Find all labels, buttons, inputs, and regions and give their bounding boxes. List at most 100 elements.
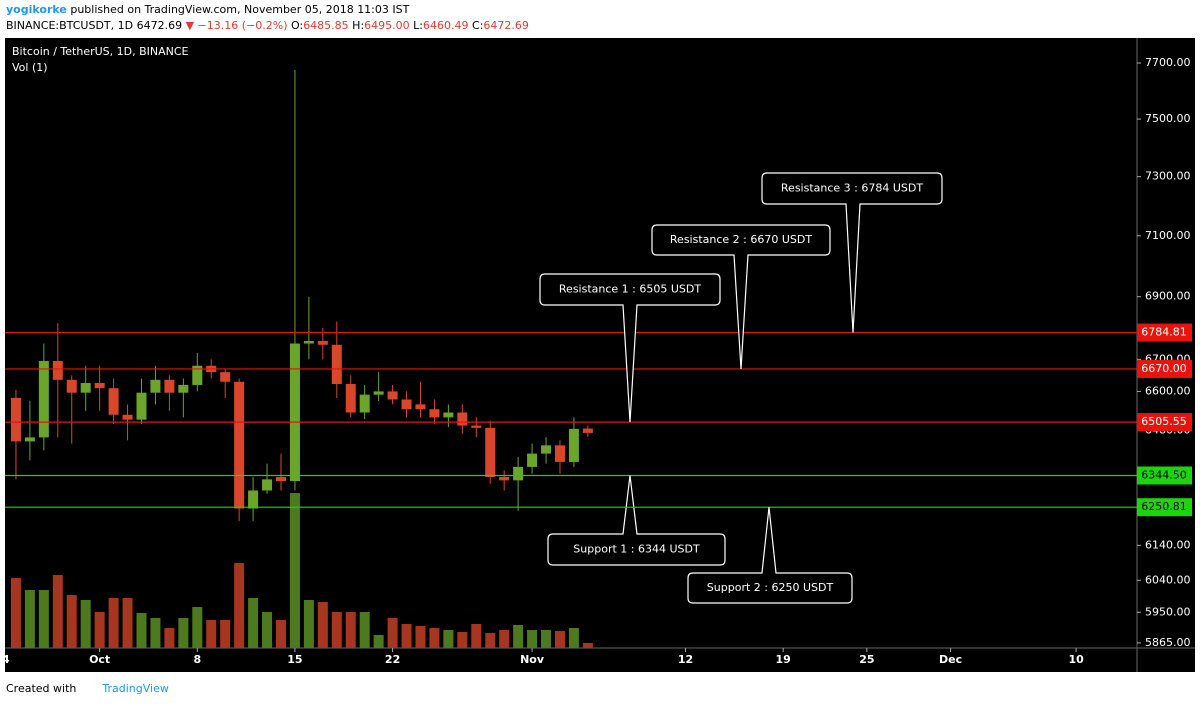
callout	[651, 224, 831, 369]
price-tag-label: 6250.81	[1141, 500, 1187, 513]
x-axis: 24 Oct 8 15 22 Nov 12 19 25 Dec 10	[5, 648, 1084, 666]
header: yogikorke published on TradingView.com, …	[6, 2, 529, 34]
volume-bar	[150, 618, 161, 648]
candle-body	[10, 397, 21, 442]
candle-body	[94, 383, 105, 389]
header-line: BINANCE:BTCUSDT, 1D 6472.69 ▼ −13.16 (−0…	[6, 18, 529, 34]
candle-body	[359, 394, 370, 413]
y-tick-label: 6600.00	[1145, 384, 1191, 397]
candle-body	[541, 445, 552, 454]
header-text: 6495.00	[364, 19, 410, 32]
header-text: 6472.69	[483, 19, 529, 32]
y-tick-label: 6140.00	[1145, 538, 1191, 551]
candle-body	[234, 381, 245, 509]
chart-subtitle: Vol (1)	[12, 61, 48, 74]
candle-body	[108, 388, 119, 415]
y-tick-label: 6040.00	[1145, 573, 1191, 586]
candle-body	[275, 477, 286, 482]
candle-body	[192, 365, 203, 385]
header-text: ▼	[185, 19, 195, 32]
volume-bar	[192, 607, 203, 648]
volume-bar	[317, 602, 328, 648]
callout-label: Resistance 3 : 6784 USDT	[781, 182, 923, 195]
candle-body	[303, 341, 314, 344]
candle-body	[499, 477, 510, 481]
candle-body	[220, 372, 231, 382]
volume-bar	[345, 612, 356, 648]
volume-bar	[401, 624, 412, 648]
volume-bar	[289, 493, 300, 648]
volume-bar	[513, 625, 524, 648]
header-text: 6485.85	[303, 19, 349, 32]
volume-bar	[568, 628, 579, 648]
price-tag-label: 6670.00	[1141, 362, 1187, 375]
x-tick-label: 22	[385, 653, 400, 666]
volume-bar	[554, 631, 565, 648]
candle-body	[80, 383, 91, 393]
price-tag	[1137, 413, 1192, 432]
x-tick-label: 12	[678, 653, 693, 666]
callout-label: Support 1 : 6344 USDT	[573, 543, 700, 556]
candle-body	[52, 360, 63, 380]
x-tick-label: 10	[1068, 653, 1084, 666]
callout	[761, 172, 943, 333]
volume-bar	[52, 575, 63, 648]
volume-bar	[108, 598, 119, 648]
callout	[687, 507, 853, 604]
candle-body	[164, 379, 175, 393]
price-tag	[1137, 359, 1192, 378]
footer-brand: TradingView	[102, 682, 169, 695]
volume-bar	[457, 632, 468, 648]
volume-bar	[582, 643, 593, 648]
volume-bar	[499, 630, 510, 648]
x-tick-label: 15	[287, 653, 302, 666]
candle-body	[568, 428, 579, 462]
volume-bar	[122, 598, 133, 648]
candle-body	[471, 425, 482, 428]
volume-bar	[178, 618, 189, 648]
y-tick-label: 7300.00	[1145, 170, 1191, 183]
y-tick-label: 7500.00	[1145, 112, 1191, 125]
volume-bar	[24, 590, 35, 648]
x-tick-label: 8	[193, 653, 201, 666]
y-tick-label: 7700.00	[1145, 56, 1191, 69]
volume-bar	[94, 612, 105, 648]
footer-text: Created with	[6, 682, 77, 695]
candle-body	[24, 437, 35, 442]
volume-bar	[527, 630, 538, 648]
volume-bar	[443, 630, 454, 648]
header-text: 6460.49	[423, 19, 469, 32]
candle-body	[387, 391, 398, 400]
candle-body	[513, 466, 524, 481]
volume-bar	[275, 620, 286, 648]
header-text: yogikorke	[6, 3, 67, 16]
y-tick-label: 5950.00	[1145, 605, 1191, 618]
header-line: yogikorke published on TradingView.com, …	[6, 2, 529, 18]
candle-body	[457, 412, 468, 426]
candle-body	[38, 360, 49, 438]
header-text: −13.16 (−0.2%)	[194, 19, 292, 32]
candle-body	[331, 344, 342, 384]
price-tag	[1137, 323, 1192, 342]
volume-bar	[66, 595, 77, 648]
volume-bar	[220, 620, 231, 648]
callout-label: Resistance 2 : 6670 USDT	[670, 233, 812, 246]
volume-bar	[262, 612, 273, 648]
volume-bar	[485, 633, 496, 648]
volume-bar	[38, 590, 49, 648]
y-tick-label: 6900.00	[1145, 290, 1191, 303]
candle-body	[122, 414, 133, 420]
candle-body	[429, 409, 440, 418]
chart-background	[5, 38, 1195, 672]
plot: Sep 25Sep 26Sep 27Sep 28Sep 29Sep 30Oct …	[10, 69, 593, 648]
candle-body	[317, 341, 328, 345]
volume-bar	[80, 600, 91, 648]
price-tag-label: 6344.50	[1141, 469, 1187, 482]
y-tick-label: 7100.00	[1145, 229, 1191, 242]
volume-bar	[234, 563, 245, 648]
x-tick-label: Dec	[939, 653, 962, 666]
candle-body	[415, 404, 426, 410]
x-tick-label: 25	[859, 653, 874, 666]
x-tick-label: Nov	[520, 653, 545, 666]
